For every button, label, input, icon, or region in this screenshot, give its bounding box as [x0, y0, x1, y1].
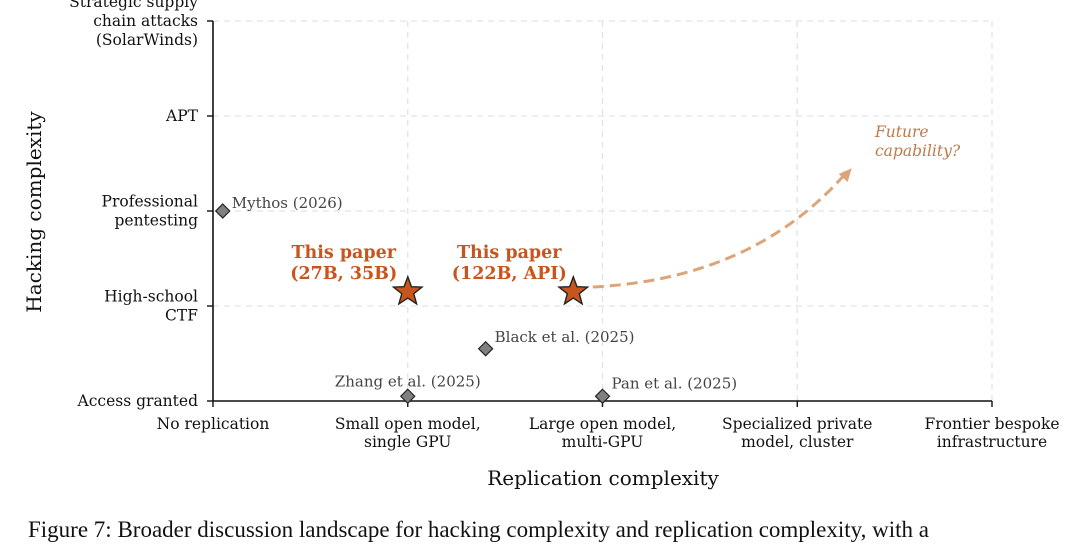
x-tick-label: Specialized private model, cluster: [722, 415, 872, 451]
x-tick-label: Frontier bespoke infrastructure: [924, 415, 1059, 451]
y-tick-label: Professional pentesting: [102, 193, 199, 230]
future-arrow: Future capability?: [592, 123, 961, 289]
star-marker: [557, 274, 590, 306]
x-axis-label: Replication complexity: [487, 466, 719, 490]
point-label: Black et al. (2025): [495, 328, 635, 346]
y-axis-label: Hacking complexity: [22, 111, 46, 313]
y-tick-label: High-school CTF: [104, 288, 198, 325]
this-paper-label: This paper (27B, 35B): [290, 243, 397, 284]
data-points: Mythos (2026) Black et al. (2025) Zhang et…: [214, 194, 738, 405]
diamond-marker: [399, 388, 416, 405]
axes: [207, 20, 993, 407]
point-label: Pan et al. (2025): [612, 374, 738, 392]
x-tick-labels: No replication Small open model, single GP…: [157, 415, 1060, 451]
future-arrow-line: [592, 172, 847, 289]
point-label: Zhang et al. (2025): [335, 372, 481, 390]
y-tick-label: Strategic supply chain attacks (SolarWinds…: [69, 0, 198, 49]
future-capability-label: Future capability?: [874, 123, 961, 160]
star-marker: [391, 274, 424, 306]
diamond-marker: [214, 203, 231, 219]
y-tick-label: Access granted: [77, 392, 199, 410]
y-tick-label: APT: [165, 107, 199, 125]
point-label: Mythos (2026): [232, 194, 343, 212]
this-paper-label: This paper (122B, API): [452, 243, 567, 284]
diamond-marker: [477, 340, 494, 357]
landscape-chart: No replication Small open model, single GP…: [22, 0, 1060, 490]
future-arrow-head: [838, 168, 852, 182]
figure-caption: Figure 7: Broader discussion landscape f…: [28, 517, 930, 542]
x-tick-label: Large open model, multi-GPU: [529, 415, 676, 451]
diamond-marker: [594, 388, 611, 405]
grid: [213, 20, 993, 401]
x-tick-label: No replication: [157, 415, 270, 433]
y-tick-labels: Access granted High-school CTF Professional…: [69, 0, 199, 410]
x-tick-label: Small open model, single GPU: [335, 415, 481, 451]
